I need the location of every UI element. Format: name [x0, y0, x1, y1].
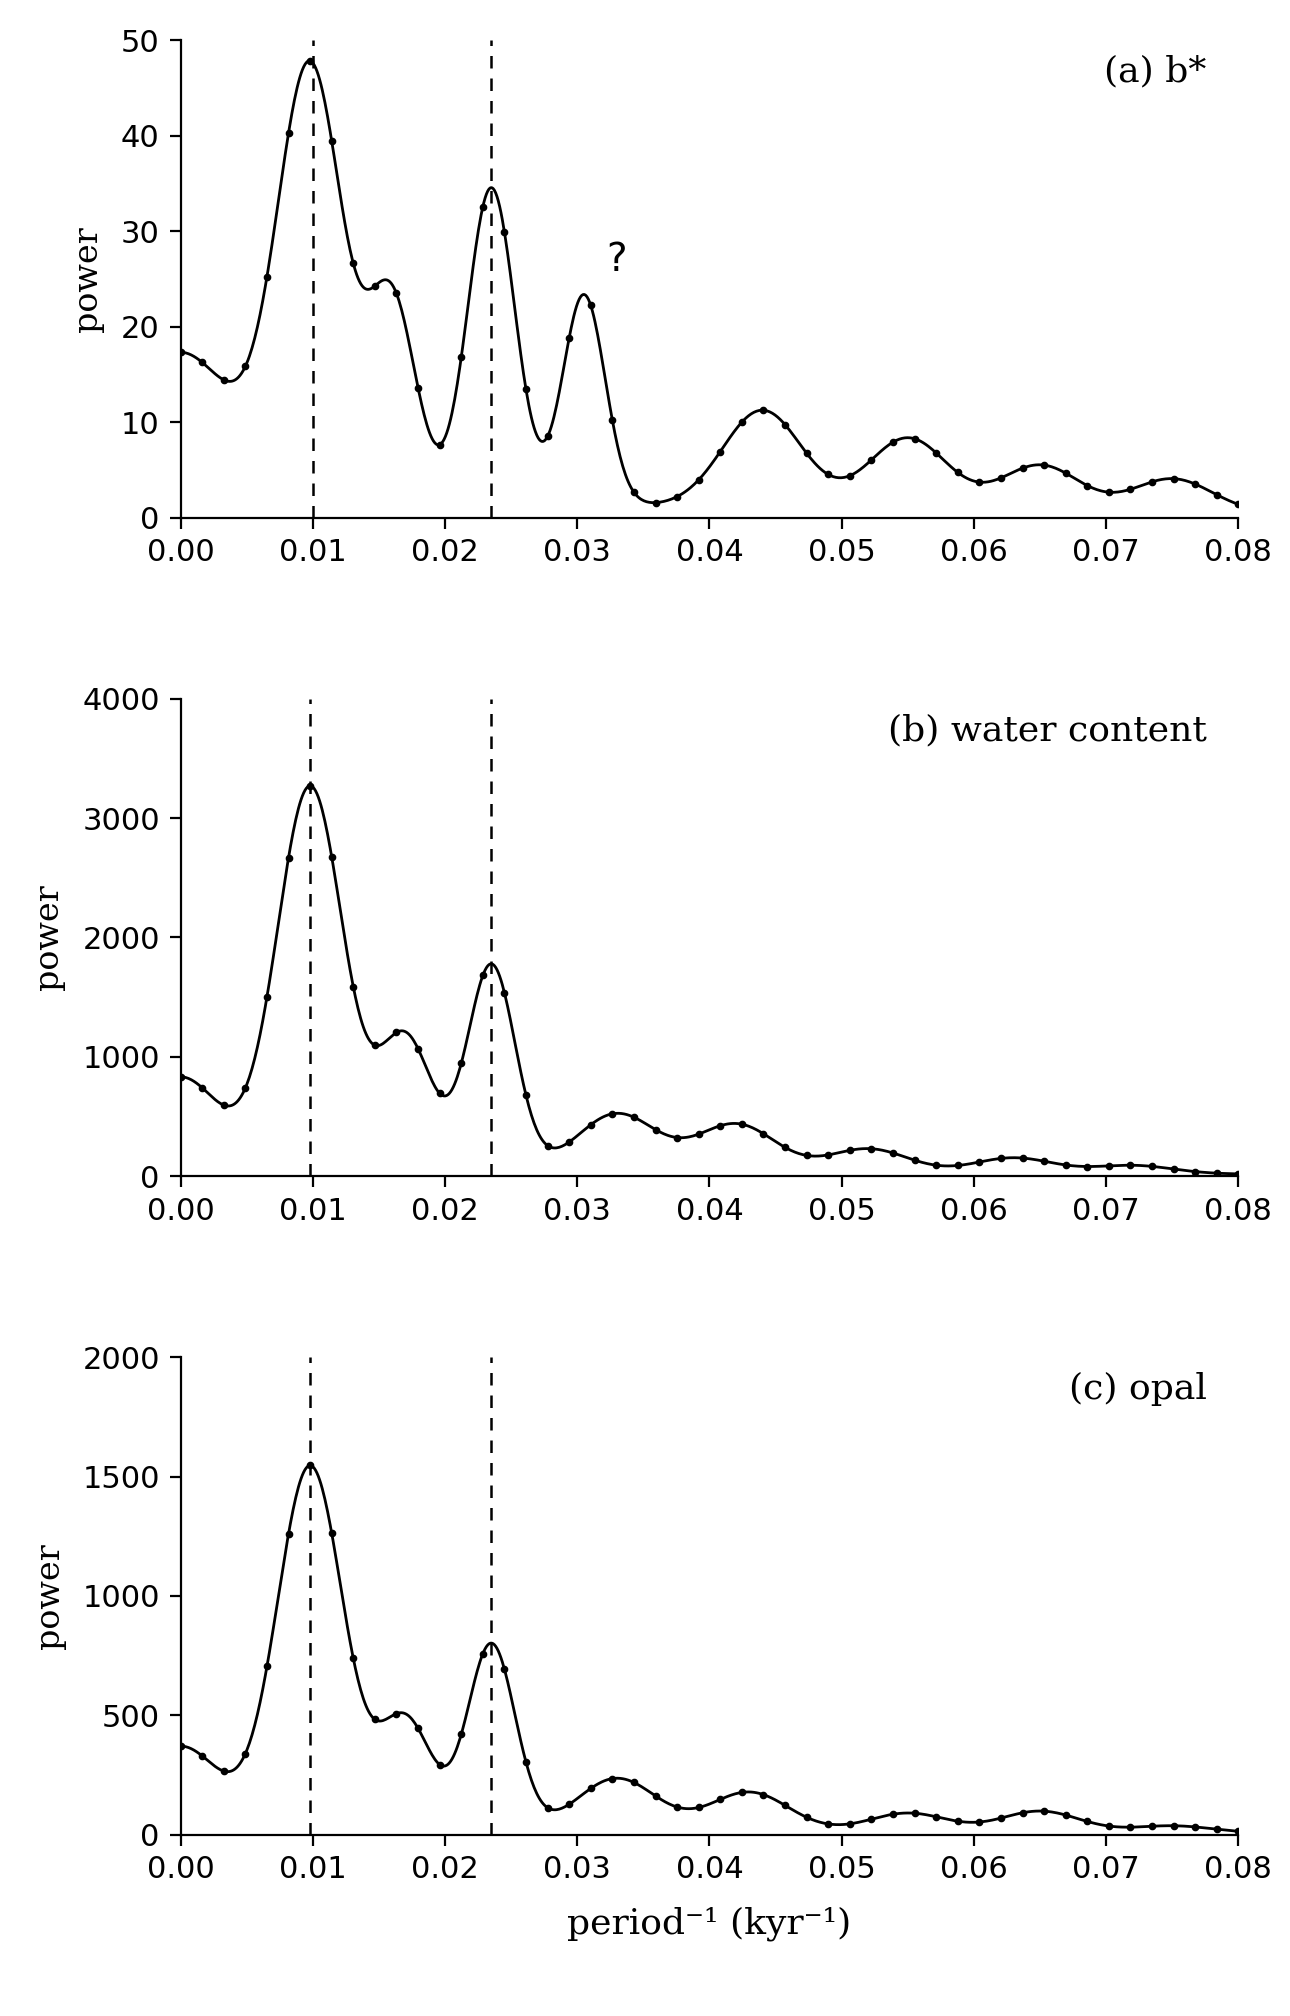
- Y-axis label: power: power: [72, 226, 104, 333]
- Text: (a) b*: (a) b*: [1104, 54, 1206, 89]
- Y-axis label: power: power: [34, 885, 66, 990]
- Text: ?: ?: [606, 240, 627, 278]
- Text: (b) water content: (b) water content: [888, 714, 1206, 748]
- Y-axis label: power: power: [34, 1542, 66, 1649]
- X-axis label: period⁻¹ (kyr⁻¹): period⁻¹ (kyr⁻¹): [568, 1907, 851, 1941]
- Text: (c) opal: (c) opal: [1068, 1371, 1206, 1405]
